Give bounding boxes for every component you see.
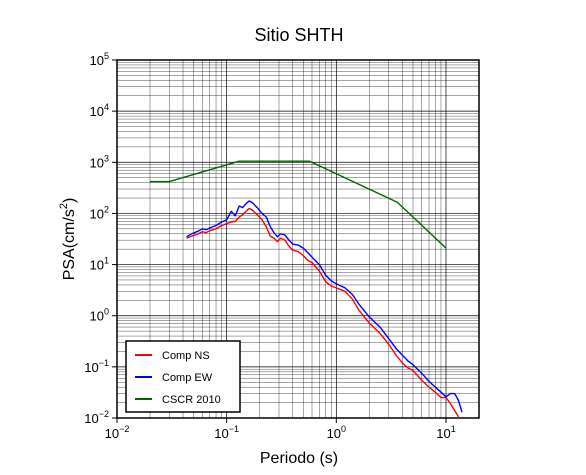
y-tick-label: 10−2 [84,409,109,426]
y-tick-label: 10−1 [84,358,109,375]
y-tick-label: 101 [90,256,109,273]
x-tick-label: 101 [436,424,455,441]
x-axis-label: Periodo (s) [260,450,338,467]
y-tick-label-base: 10 [90,206,104,221]
y-tick-label: 103 [90,153,109,170]
grid-lines [116,59,480,419]
legend-label-comp-ew: Comp EW [162,372,213,384]
y-tick-label-base: 10 [90,104,104,119]
chart-title: Sitio SHTH [254,25,343,45]
plot-frame [116,59,480,419]
y-tick-label-base: 10 [90,258,104,273]
series-line-cscr-2010 [150,160,447,249]
y-tick-label-base: 10 [84,411,98,426]
y-axis-label-tail: ) [61,198,78,203]
y-tick-label-base: 10 [90,309,104,324]
legend: Comp NS Comp EW CSCR 2010 [125,340,241,413]
y-tick-label: 105 [90,51,109,68]
y-tick-label-exp: −2 [99,409,109,419]
series-line-comp-ew [186,200,463,413]
x-tick-label-exp: 1 [451,424,456,434]
x-tick-label-base: 10 [327,426,341,441]
legend-label-comp-ns: Comp NS [162,350,210,362]
series-layer [150,160,463,418]
x-tick-label-exp: 0 [341,424,346,434]
y-tick-label-exp: 2 [104,204,109,214]
y-tick-label-base: 10 [90,155,104,170]
series-line-comp-ns [186,207,460,418]
x-tick-label-base: 10 [436,426,450,441]
y-tick-label-exp: −1 [99,358,109,368]
y-axis-label-main: PSA(cm/s [61,209,78,280]
x-tick-label-base: 10 [105,426,119,441]
y-tick-label-exp: 5 [104,51,109,61]
x-tick-label-base: 10 [214,426,228,441]
x-tick-label-exp: −2 [119,424,129,434]
y-tick-label: 100 [90,307,109,324]
y-tick-label-base: 10 [90,53,104,68]
legend-label-cscr-2010: CSCR 2010 [162,394,221,406]
y-tick-label-exp: 3 [104,153,109,163]
y-tick-label: 104 [90,102,109,119]
y-tick-label-base: 10 [84,360,98,375]
x-tick-label-exp: −1 [229,424,239,434]
y-axis-label: PSA(cm/s2) [58,198,78,281]
x-tick-label: 10−1 [214,424,239,441]
x-tick-label: 10−2 [105,424,130,441]
y-axis-label-sup: 2 [58,203,70,209]
y-tick-label-exp: 1 [104,256,109,266]
y-tick-label-exp: 4 [104,102,109,112]
x-tick-label: 100 [327,424,346,441]
y-tick-label-exp: 0 [104,307,109,317]
y-tick-label: 102 [90,204,109,221]
